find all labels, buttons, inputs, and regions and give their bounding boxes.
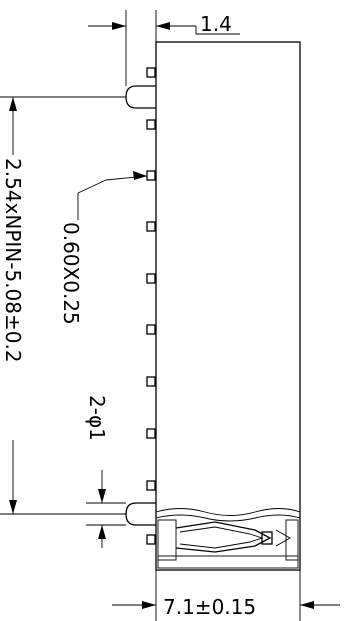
pin-stub — [146, 221, 156, 232]
dimension-pin-section: 0.60X0.25 — [59, 171, 148, 325]
pin-stub — [146, 324, 156, 335]
dimension-label-top-offset: 1.4 — [200, 12, 232, 36]
dimension-body-width: 7.1±0.15 — [112, 570, 340, 621]
pin-stubs — [146, 67, 156, 545]
pin-stub — [146, 119, 156, 130]
dimension-label-hole-diameter: 2-φ1 — [85, 395, 109, 441]
dimension-label-pitch-length: 2.54xNPIN-5.08±0.2 — [1, 158, 25, 363]
locating-pegs — [125, 85, 156, 526]
peg-bottom — [125, 502, 156, 526]
pin-stub — [146, 273, 156, 284]
dimension-label-pin-section: 0.60X0.25 — [59, 222, 83, 325]
dimension-pitch-length: 2.54xNPIN-5.08±0.2 — [0, 96, 126, 515]
pin-stub — [146, 67, 156, 78]
dimension-top-offset: 1.4 — [88, 10, 240, 86]
cross-section — [155, 508, 301, 569]
dimension-label-body-width: 7.1±0.15 — [163, 595, 256, 619]
connector-body — [155, 41, 301, 571]
pin-stub — [146, 534, 156, 545]
pin-stub — [146, 428, 156, 439]
dimension-hole-diameter: 2-φ1 — [85, 395, 126, 548]
pin-stub — [146, 480, 156, 491]
peg-top — [125, 85, 156, 109]
pin-stub — [146, 170, 156, 181]
pin-stub — [146, 376, 156, 387]
